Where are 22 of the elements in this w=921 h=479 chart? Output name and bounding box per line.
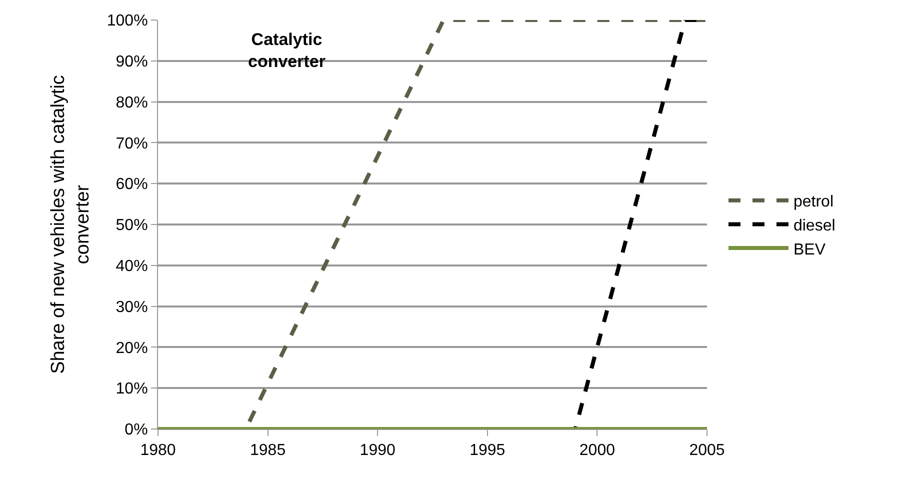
x-tick-label: 2005 [689, 442, 725, 460]
y-tick-label: 80% [116, 94, 148, 112]
x-tick-label: 1985 [250, 442, 286, 460]
legend-label: petrol [793, 194, 834, 211]
x-tick-label: 1990 [360, 442, 396, 460]
y-tick-label: 10% [116, 380, 148, 398]
y-tick-label: 50% [116, 217, 148, 234]
legend-label: BEV [793, 241, 826, 258]
y-tick-label: 30% [116, 298, 148, 316]
x-tick-label: 1980 [140, 442, 176, 460]
y-tick-label: 70% [116, 135, 148, 152]
x-tick-label: 1995 [470, 442, 506, 460]
annotation: Catalytic converter [248, 30, 326, 72]
y-tick-label: 90% [116, 54, 148, 70]
y-axis-title: Share of new vehicles with catalytic converter [48, 75, 94, 374]
x-tick-label: 2000 [579, 442, 616, 460]
y-tick-label: 20% [116, 340, 148, 357]
legend-label: diesel [793, 217, 836, 234]
y-tick-label: 40% [116, 258, 148, 275]
y-tick-label: 0% [124, 422, 148, 439]
y-tick-label: 100% [106, 12, 148, 30]
y-tick-label: 60% [116, 176, 148, 194]
